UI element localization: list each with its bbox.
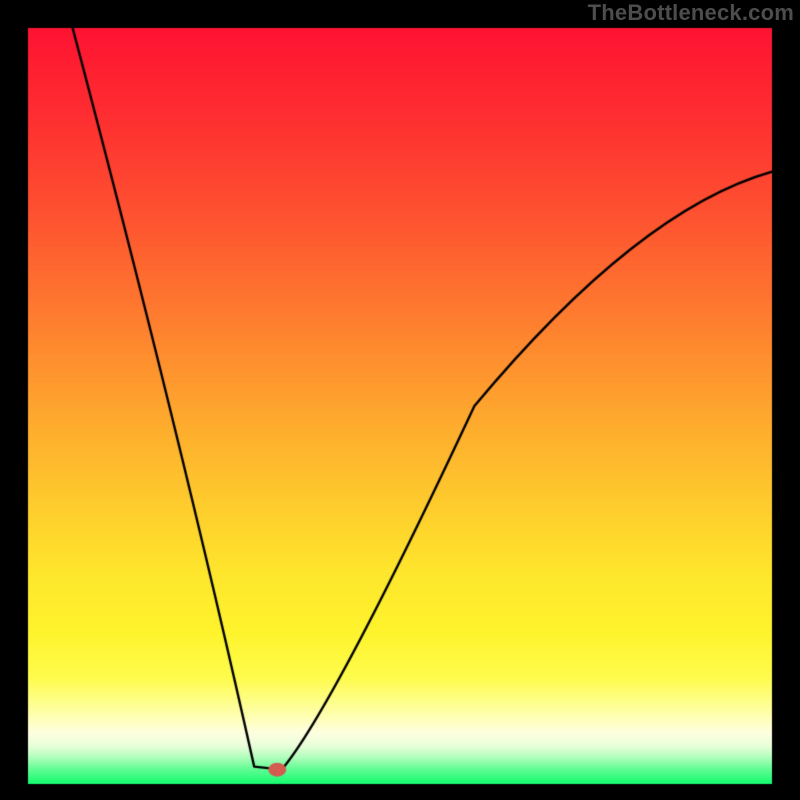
bottleneck-chart-container: { "meta": { "watermark_text": "TheBottle… [0, 0, 800, 800]
bottleneck-chart-canvas [0, 0, 800, 800]
